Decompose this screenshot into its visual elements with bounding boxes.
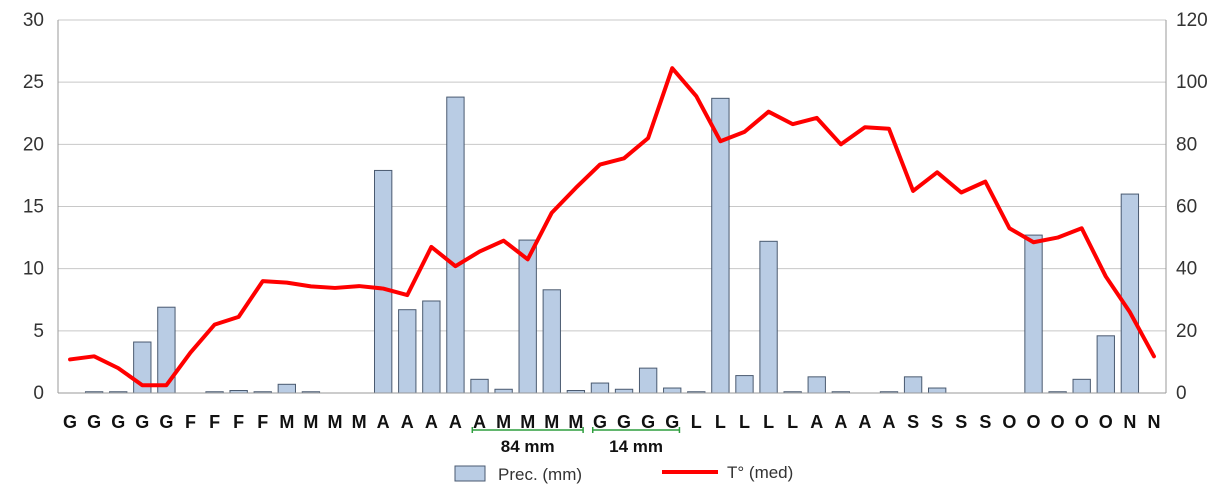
x-category-label: L xyxy=(787,412,798,432)
x-category-label: M xyxy=(352,412,367,432)
y-left-tick-label: 25 xyxy=(23,72,44,93)
precipitation-bar xyxy=(1072,378,1091,394)
y-left-tick-label: 20 xyxy=(23,134,44,155)
precipitation-bar xyxy=(735,375,754,394)
precipitation-bar xyxy=(928,387,947,394)
x-category-label: F xyxy=(185,412,196,432)
legend-bar-swatch xyxy=(454,465,486,482)
precipitation-bar xyxy=(277,383,296,394)
precipitation-bar xyxy=(398,309,417,394)
precipitation-bar xyxy=(638,367,658,394)
x-category-label: G xyxy=(87,412,101,432)
x-category-label: M xyxy=(303,412,318,432)
x-category-label: G xyxy=(617,412,631,432)
x-category-label: G xyxy=(593,412,607,432)
y-right-tick-label: 20 xyxy=(1176,321,1197,342)
x-category-label: F xyxy=(233,412,244,432)
x-category-label: M xyxy=(520,412,535,432)
annotation-label: 84 mm xyxy=(501,437,555,456)
precipitation-bar xyxy=(1120,193,1140,394)
x-category-label: N xyxy=(1123,412,1136,432)
precipitation-bar xyxy=(663,387,682,394)
precipitation-bar xyxy=(542,289,561,394)
x-category-label: S xyxy=(907,412,919,432)
precipitation-bar xyxy=(903,376,923,394)
x-category-label: A xyxy=(425,412,438,432)
x-category-label: A xyxy=(834,412,847,432)
y-right-tick-label: 0 xyxy=(1176,383,1187,404)
x-category-label: M xyxy=(544,412,559,432)
x-category-label: N xyxy=(1147,412,1160,432)
x-category-label: O xyxy=(1051,412,1065,432)
legend: Prec. (mm) T° (med) xyxy=(454,463,793,484)
x-category-label: O xyxy=(1027,412,1041,432)
x-category-label: O xyxy=(1002,412,1016,432)
y-right-tick-label: 120 xyxy=(1176,10,1208,31)
x-category-label: S xyxy=(955,412,967,432)
x-category-label: G xyxy=(665,412,679,432)
annotation-label: 14 mm xyxy=(609,437,663,456)
precipitation-bar xyxy=(759,240,778,394)
x-category-label: A xyxy=(377,412,390,432)
x-category-label: G xyxy=(63,412,77,432)
y-left-tick-label: 10 xyxy=(23,259,44,280)
y-axis-right-ticks: 0 20 40 60 80 100 120 xyxy=(1176,10,1208,404)
legend-prec-label: Prec. (mm) xyxy=(498,465,582,484)
x-category-label: M xyxy=(328,412,343,432)
x-category-label: A xyxy=(473,412,486,432)
precipitation-bar xyxy=(614,388,634,394)
x-category-label: A xyxy=(883,412,896,432)
x-category-label: F xyxy=(209,412,220,432)
precipitation-bar xyxy=(590,382,610,394)
x-category-label: A xyxy=(449,412,462,432)
x-category-label: A xyxy=(401,412,414,432)
y-axis-left-ticks: 0 5 10 15 20 25 30 xyxy=(23,10,44,404)
x-category-label: S xyxy=(979,412,991,432)
y-right-tick-label: 60 xyxy=(1176,197,1197,218)
x-category-label: G xyxy=(159,412,173,432)
x-category-label: G xyxy=(641,412,655,432)
y-left-tick-label: 0 xyxy=(33,383,44,404)
x-category-label: A xyxy=(858,412,871,432)
precipitation-bar xyxy=(1024,234,1043,394)
y-right-tick-label: 40 xyxy=(1176,259,1197,280)
precipitation-bar xyxy=(518,239,537,394)
axes xyxy=(57,20,1167,394)
x-category-label: S xyxy=(931,412,943,432)
temperature-line xyxy=(68,66,1156,388)
legend-temp-label: T° (med) xyxy=(727,463,793,482)
x-category-label: M xyxy=(279,412,294,432)
precipitation-bar xyxy=(446,96,465,394)
precipitation-bar xyxy=(1096,335,1115,394)
gridlines xyxy=(58,19,1166,394)
x-category-label: L xyxy=(691,412,702,432)
y-right-tick-label: 80 xyxy=(1176,134,1197,155)
x-category-label: O xyxy=(1075,412,1089,432)
y-left-tick-label: 30 xyxy=(23,10,44,31)
y-left-tick-label: 15 xyxy=(23,197,44,218)
precipitation-bar xyxy=(807,376,826,394)
x-category-label: G xyxy=(111,412,125,432)
x-category-label: M xyxy=(568,412,583,432)
y-left-tick-label: 5 xyxy=(33,321,44,342)
temperature-series-line xyxy=(68,66,1156,388)
precipitation-bar xyxy=(494,388,513,394)
x-category-label: L xyxy=(715,412,726,432)
x-category-label: F xyxy=(257,412,268,432)
x-category-label: L xyxy=(763,412,774,432)
precipitation-bars xyxy=(84,96,1140,394)
x-category-label: M xyxy=(496,412,511,432)
precipitation-bar xyxy=(374,169,393,394)
x-category-label: O xyxy=(1099,412,1113,432)
precipitation-bar xyxy=(470,378,489,394)
x-category-label: A xyxy=(810,412,823,432)
x-category-label: L xyxy=(739,412,750,432)
y-right-tick-label: 100 xyxy=(1176,72,1208,93)
annotations: 84 mm 14 mm xyxy=(471,427,681,456)
precipitation-bar xyxy=(422,300,441,394)
x-category-label: G xyxy=(135,412,149,432)
